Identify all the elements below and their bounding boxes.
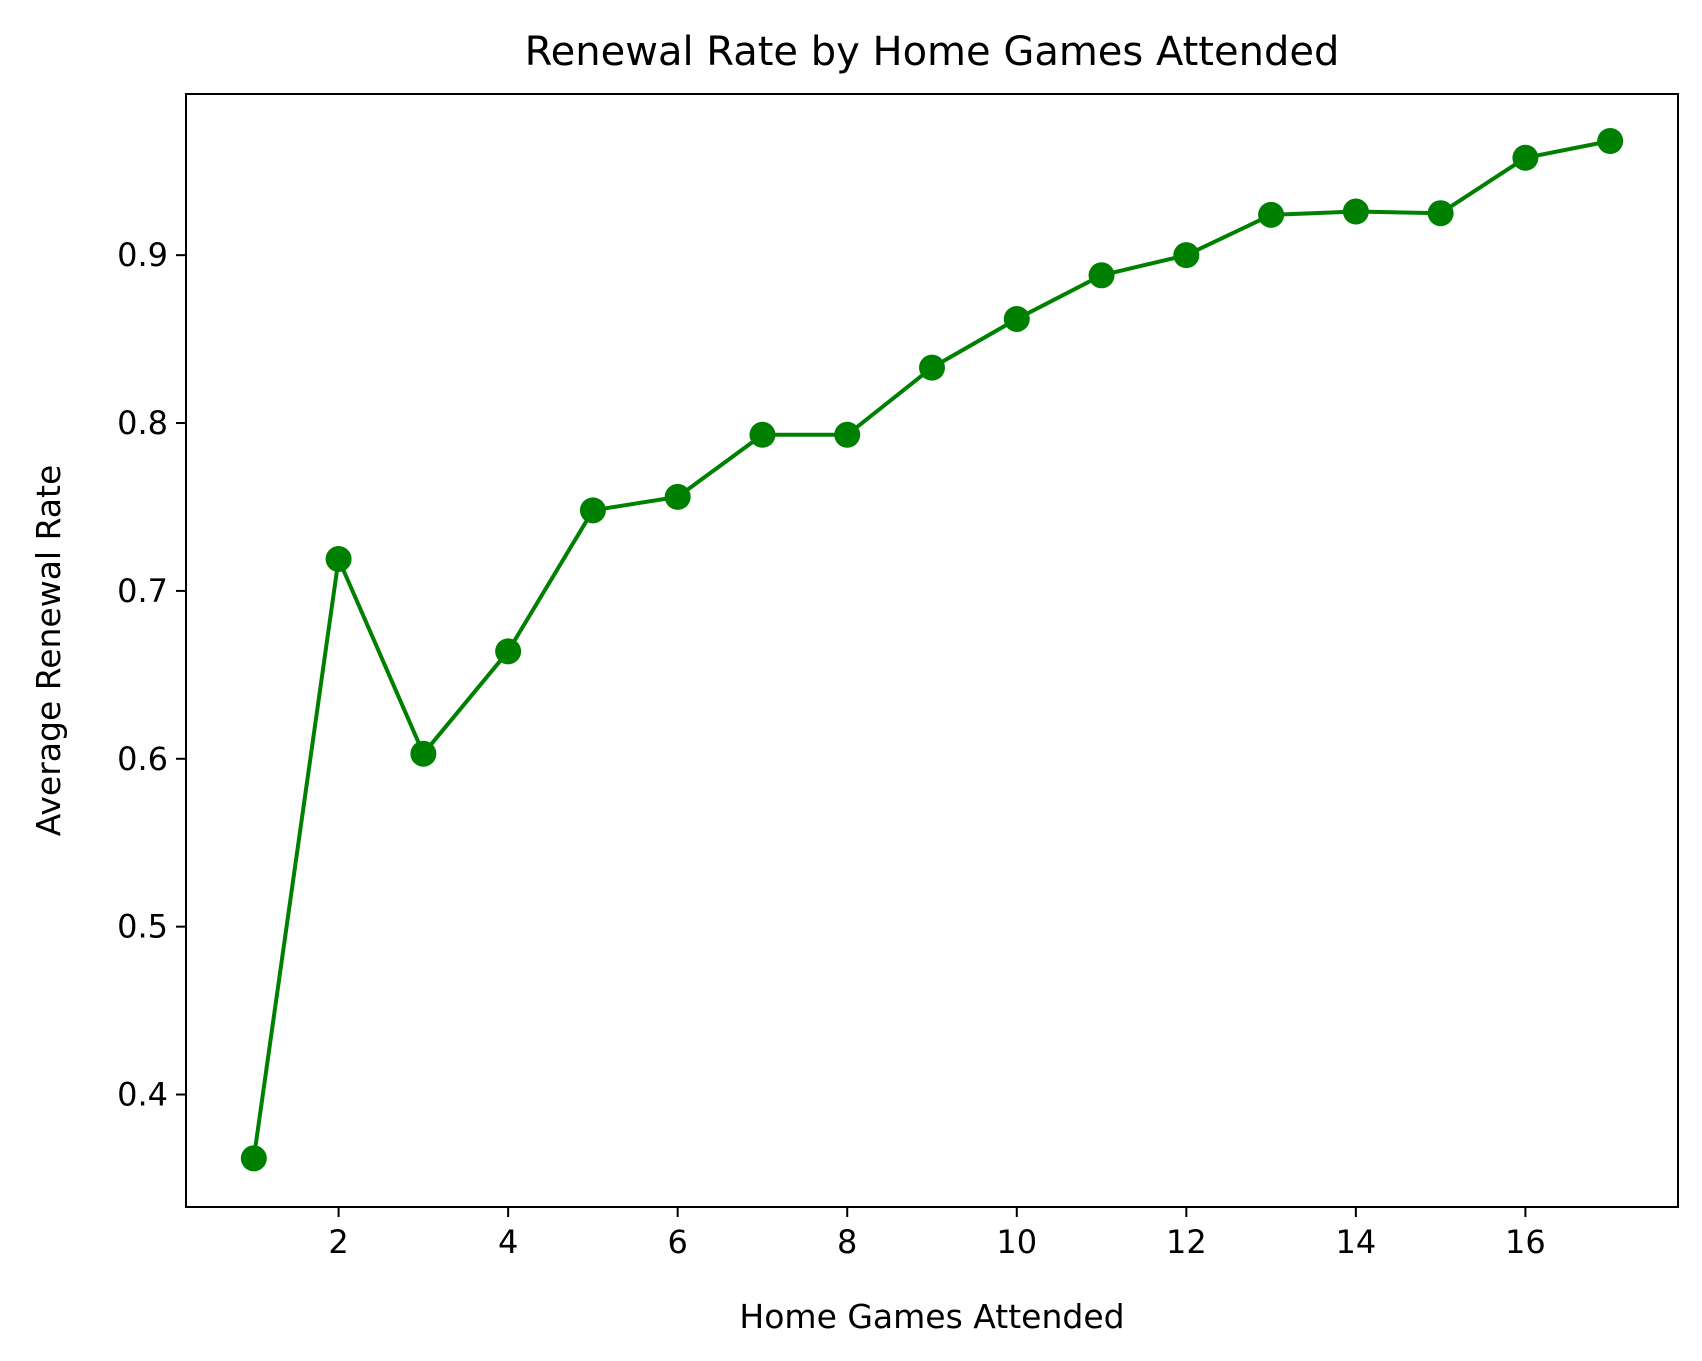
x-tick-label: 4 xyxy=(498,1223,518,1261)
x-tick-label: 10 xyxy=(996,1223,1037,1261)
data-point xyxy=(1088,262,1115,289)
data-point xyxy=(749,421,776,448)
x-tick-label: 8 xyxy=(837,1223,857,1261)
x-tick-label: 12 xyxy=(1166,1223,1207,1261)
data-point xyxy=(325,546,352,573)
x-axis-ticks: 2 4 6 8 10 12 14 16 xyxy=(328,1207,1546,1261)
data-point xyxy=(1173,242,1200,269)
y-tick-label: 0.8 xyxy=(117,404,168,442)
y-tick-label: 0.5 xyxy=(117,908,168,946)
y-tick-label: 0.9 xyxy=(117,236,168,274)
data-points xyxy=(240,128,1624,1172)
y-tick-label: 0.7 xyxy=(117,572,168,610)
data-point xyxy=(410,740,437,767)
x-tick-label: 6 xyxy=(668,1223,688,1261)
y-axis-title: Average Renewal Rate xyxy=(29,465,68,837)
x-tick-label: 14 xyxy=(1336,1223,1377,1261)
data-point xyxy=(1342,198,1369,225)
data-point xyxy=(579,497,606,524)
y-tick-label: 0.4 xyxy=(117,1076,168,1114)
x-axis-title: Home Games Attended xyxy=(739,1297,1124,1336)
data-point xyxy=(1427,200,1454,227)
data-point xyxy=(1597,128,1624,155)
plot-frame xyxy=(185,93,1679,1208)
data-point xyxy=(834,421,861,448)
data-point xyxy=(919,354,945,381)
x-tick-label: 16 xyxy=(1505,1223,1546,1261)
data-point xyxy=(664,483,691,510)
data-point xyxy=(1512,144,1539,171)
x-tick-label: 2 xyxy=(328,1223,348,1261)
data-point xyxy=(1003,305,1030,332)
data-point xyxy=(1258,201,1285,228)
data-point xyxy=(495,638,522,665)
y-axis-ticks: 0.4 0.5 0.6 0.7 0.8 0.9 xyxy=(117,236,186,1114)
y-tick-label: 0.6 xyxy=(117,740,168,778)
data-point xyxy=(240,1145,267,1172)
chart-title: Renewal Rate by Home Games Attended xyxy=(525,29,1340,75)
